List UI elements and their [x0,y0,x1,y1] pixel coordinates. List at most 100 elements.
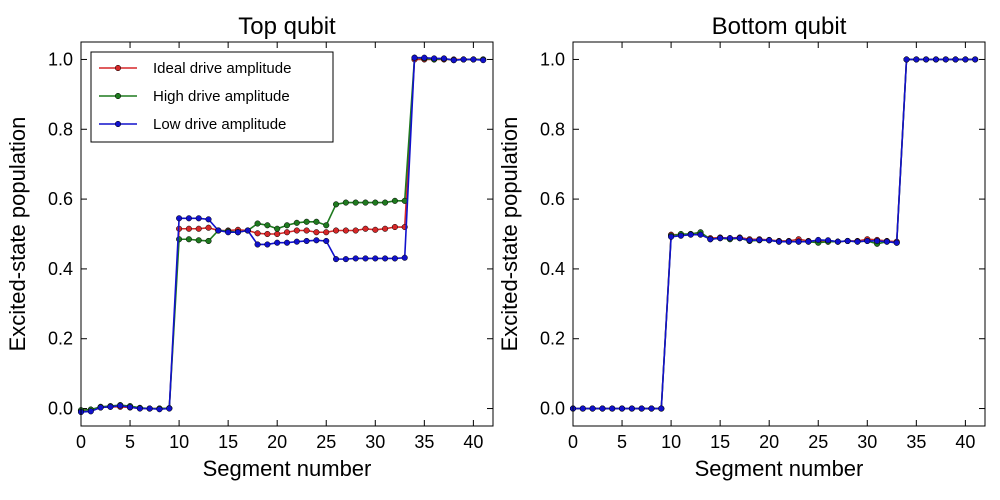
data-point [440,55,448,62]
data-point [923,56,930,63]
data-point [274,225,281,232]
data-point [883,238,890,245]
data-point [234,229,241,236]
series-line [573,58,976,410]
data-point [264,241,271,248]
data-point [107,403,114,410]
data-point [805,238,812,245]
data-point [687,231,694,238]
data-point [274,239,281,246]
legend-entry: Ideal drive amplitude [153,60,291,77]
data-point [156,406,163,413]
data-point [648,405,655,412]
y-tick-label: 0.6 [540,189,565,209]
x-tick-label: 5 [125,432,135,452]
data-point [382,225,389,232]
data-point [707,236,714,243]
x-tick-label: 15 [710,432,730,452]
data-point [825,237,832,244]
data-point [697,231,704,238]
data-point [391,197,398,204]
y-axis-label: Excited-state population [5,117,30,352]
data-point [903,56,910,63]
data-point [372,199,379,206]
series-line [573,58,976,410]
data-point [746,237,753,244]
legend-entry: Low drive amplitude [153,116,286,133]
data-point [932,56,940,63]
data-point [185,225,192,232]
x-tick-label: 15 [218,432,238,452]
chart-top-qubit: Top qubit Segment number Excited-state pop… [5,13,494,481]
data-point [333,227,340,234]
x-tick-label: 5 [617,432,627,452]
series-1 [569,56,979,412]
y-axis-label: Excited-state population [497,117,522,352]
data-point [431,55,438,62]
legend-swatch-marker [114,92,122,100]
data-point [323,222,330,229]
data-point [185,236,192,243]
legend-box [90,51,334,143]
data-point [313,218,320,225]
x-tick-label: 30 [365,432,385,452]
data-point [766,237,773,244]
data-point [342,199,349,206]
data-point [795,238,802,245]
data-point [391,223,398,231]
data-point [313,229,320,236]
y-tick-label: 0.8 [540,119,565,139]
data-point [352,227,359,234]
series-2 [77,54,487,416]
x-tick-label: 30 [857,432,877,452]
y-tick-label: 0.2 [48,329,73,349]
legend-swatch-marker [114,120,122,128]
data-point [185,215,192,222]
data-point [342,256,349,263]
y-tick-label: 0.4 [48,259,73,279]
y-tick-label: 0.0 [540,399,565,419]
x-tick-label: 40 [955,432,975,452]
data-point [254,230,261,237]
y-tick-label: 0.0 [48,399,73,419]
data-point [972,56,979,63]
data-point [283,229,291,236]
plot-frame [572,41,986,427]
data-point [362,199,369,206]
y-tick-label: 1.0 [540,49,565,69]
data-point [382,199,389,206]
data-point [283,239,291,246]
data-point [146,405,153,412]
chart-title: Bottom qubit [712,13,847,40]
data-point [638,405,645,412]
x-tick-label: 0 [76,432,86,452]
x-tick-label: 10 [169,432,189,452]
x-axis-label: Segment number [695,456,864,481]
data-point [401,254,408,261]
data-point [274,230,281,238]
x-tick-label: 25 [808,432,828,452]
y-tick-label: 0.8 [48,119,73,139]
data-point [450,57,457,64]
data-point [215,227,222,234]
data-point [254,241,261,248]
x-tick-label: 20 [267,432,287,452]
y-tick-label: 1.0 [48,49,73,69]
x-axis-label: Segment number [203,456,372,481]
data-point [205,224,212,231]
data-point [323,229,330,236]
data-point [362,225,369,232]
data-point [303,237,310,245]
data-point [864,237,871,245]
x-tick-label: 0 [568,432,578,452]
data-point [736,235,743,242]
data-point [589,405,596,412]
data-point [726,235,734,242]
data-point [658,405,665,412]
series-0 [569,56,979,412]
data-point [283,222,291,229]
data-point [372,226,379,233]
series-line [573,58,976,410]
data-point [677,232,684,239]
